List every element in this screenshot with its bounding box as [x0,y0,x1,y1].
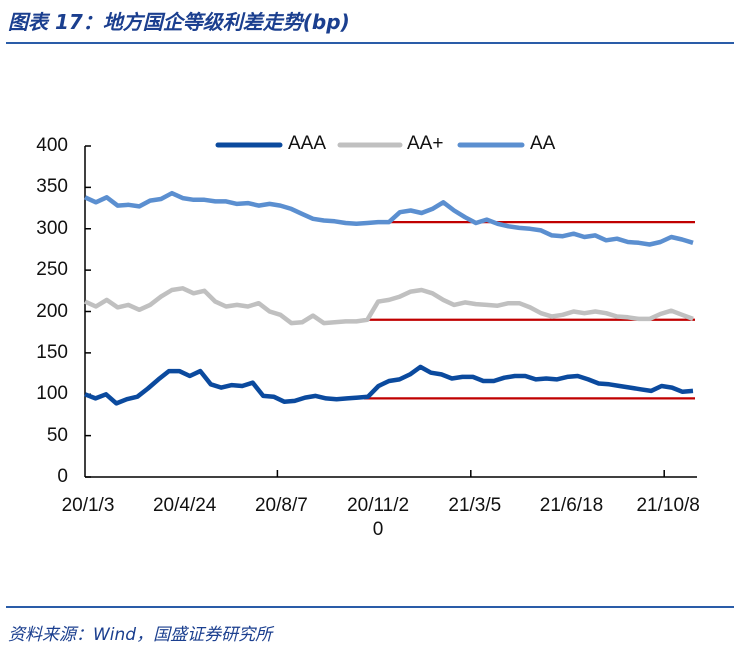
x-tick-label: 21/10/8 [636,495,700,516]
x-tick-label: 20/4/24 [152,495,217,516]
y-tick-label: 400 [36,135,68,156]
source-note: 资料来源：Wind，国盛证券研究所 [8,625,273,645]
y-tick-label: 200 [36,300,68,322]
y-tick-label: 300 [36,217,68,239]
bottom-divider [6,606,734,608]
y-tick-label: 0 [57,466,68,487]
figure-title: 图表 17：地方国企等级利差走势(bp) [8,10,350,34]
legend-label-aa-plus: AA+ [407,133,444,154]
y-tick-label: 350 [36,176,68,198]
x-tick-label: 20/11/20 [347,495,410,540]
y-tick-label: 150 [36,341,68,363]
x-tick-label: 21/6/18 [539,495,604,516]
top-divider [6,42,734,44]
series-line-aaa [84,364,694,406]
y-tick-label: 250 [36,259,68,281]
y-tick-label: 50 [46,424,68,446]
x-tick-label: 20/8/7 [254,495,308,516]
series-line-aa-plus [84,286,694,326]
x-tick-label: 20/1/3 [61,495,115,516]
y-tick-label: 100 [36,383,68,405]
legend-label-aa: AA [530,133,556,154]
legend-label-aaa: AAA [288,133,327,154]
x-tick-label: 21/3/5 [448,495,502,516]
series-line-aa [84,190,694,247]
